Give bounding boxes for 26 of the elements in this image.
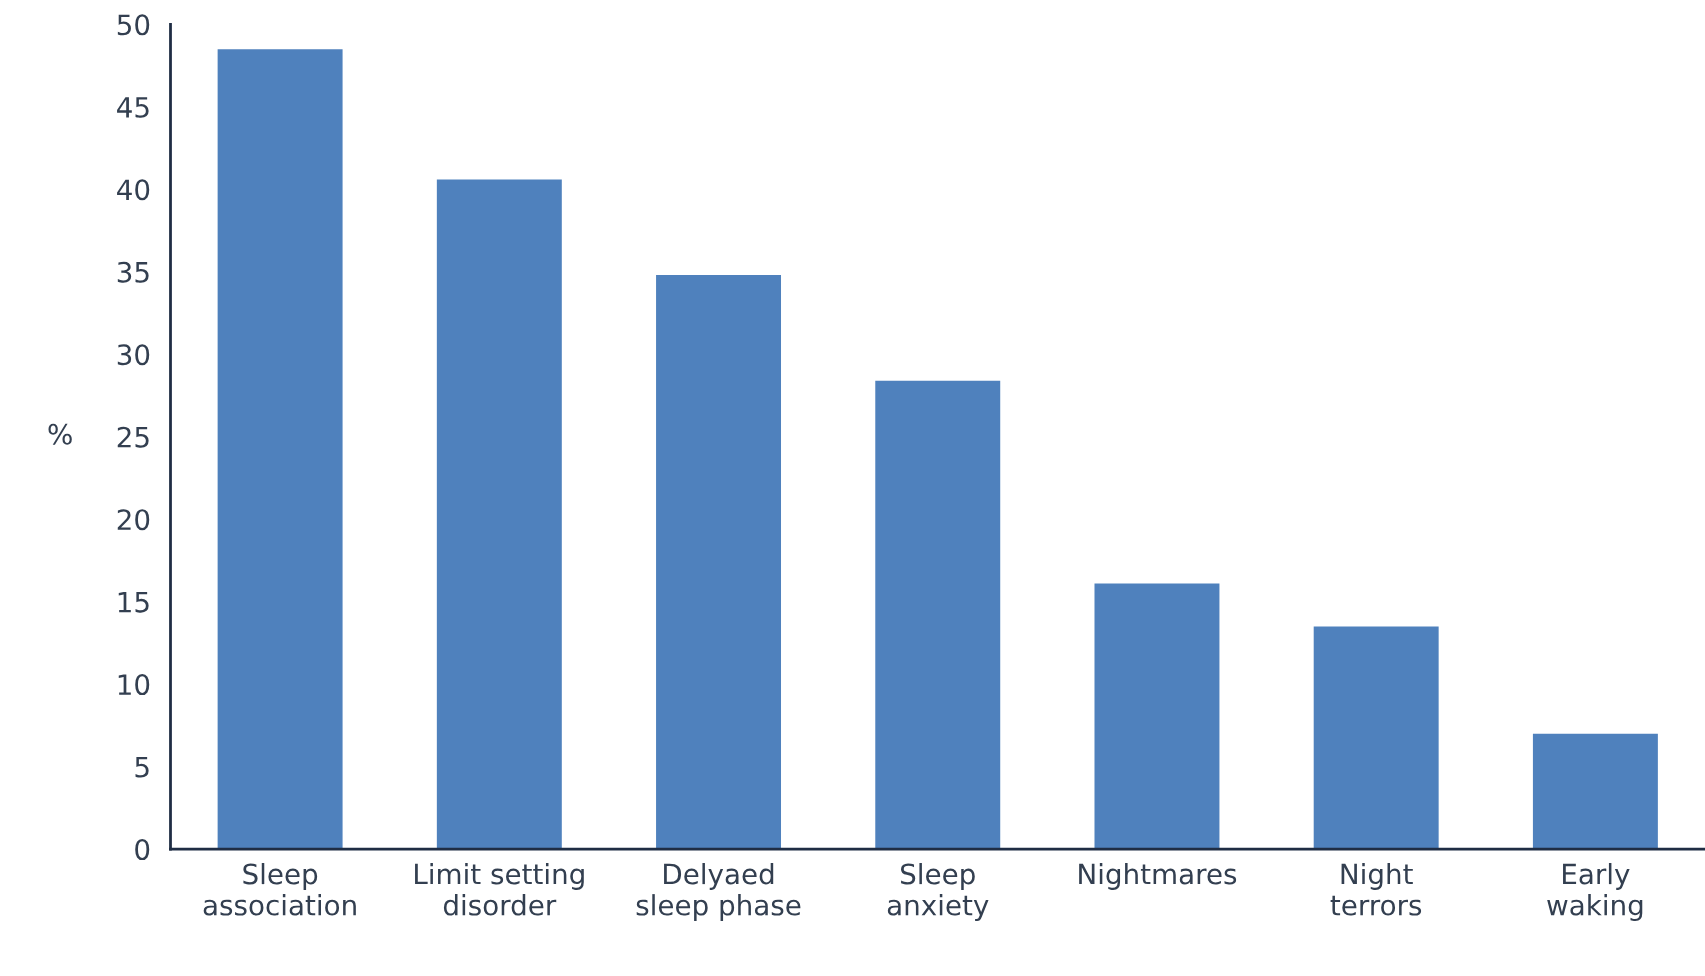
- bar: [1313, 626, 1439, 850]
- y-tick-label: 5: [135, 756, 149, 778]
- y-tick-label: 45: [117, 97, 149, 118]
- x-tick-label: Nightmares: [1079, 863, 1237, 890]
- y-tick-label: 10: [118, 674, 150, 696]
- bar: [875, 380, 1001, 850]
- y-tick-label: 25: [117, 426, 149, 448]
- x-tick-label: Early waking: [1547, 863, 1643, 921]
- y-tick-label: 15: [118, 592, 149, 613]
- bar: [1532, 733, 1658, 850]
- bar: [436, 179, 562, 850]
- y-tick-label: 20: [117, 509, 150, 531]
- x-tick-label: Sleep association: [203, 863, 356, 916]
- y-tick-label: 35: [117, 261, 149, 283]
- y-tick-label: 50: [117, 14, 150, 36]
- x-tick-label: Delyaed sleep phase: [636, 863, 801, 921]
- y-tick-label: 40: [117, 179, 150, 201]
- x-tick-label: Night terrors: [1330, 863, 1422, 916]
- bar: [217, 49, 343, 850]
- x-tick-label: Sleep anxiety: [887, 863, 989, 921]
- bar: [656, 275, 782, 850]
- y-tick-label: 0: [135, 839, 150, 861]
- y-axis-title: %: [48, 423, 72, 445]
- y-tick-label: 30: [117, 344, 150, 366]
- bar: [1094, 583, 1220, 850]
- x-tick-label: Limit setting disorder: [415, 863, 584, 916]
